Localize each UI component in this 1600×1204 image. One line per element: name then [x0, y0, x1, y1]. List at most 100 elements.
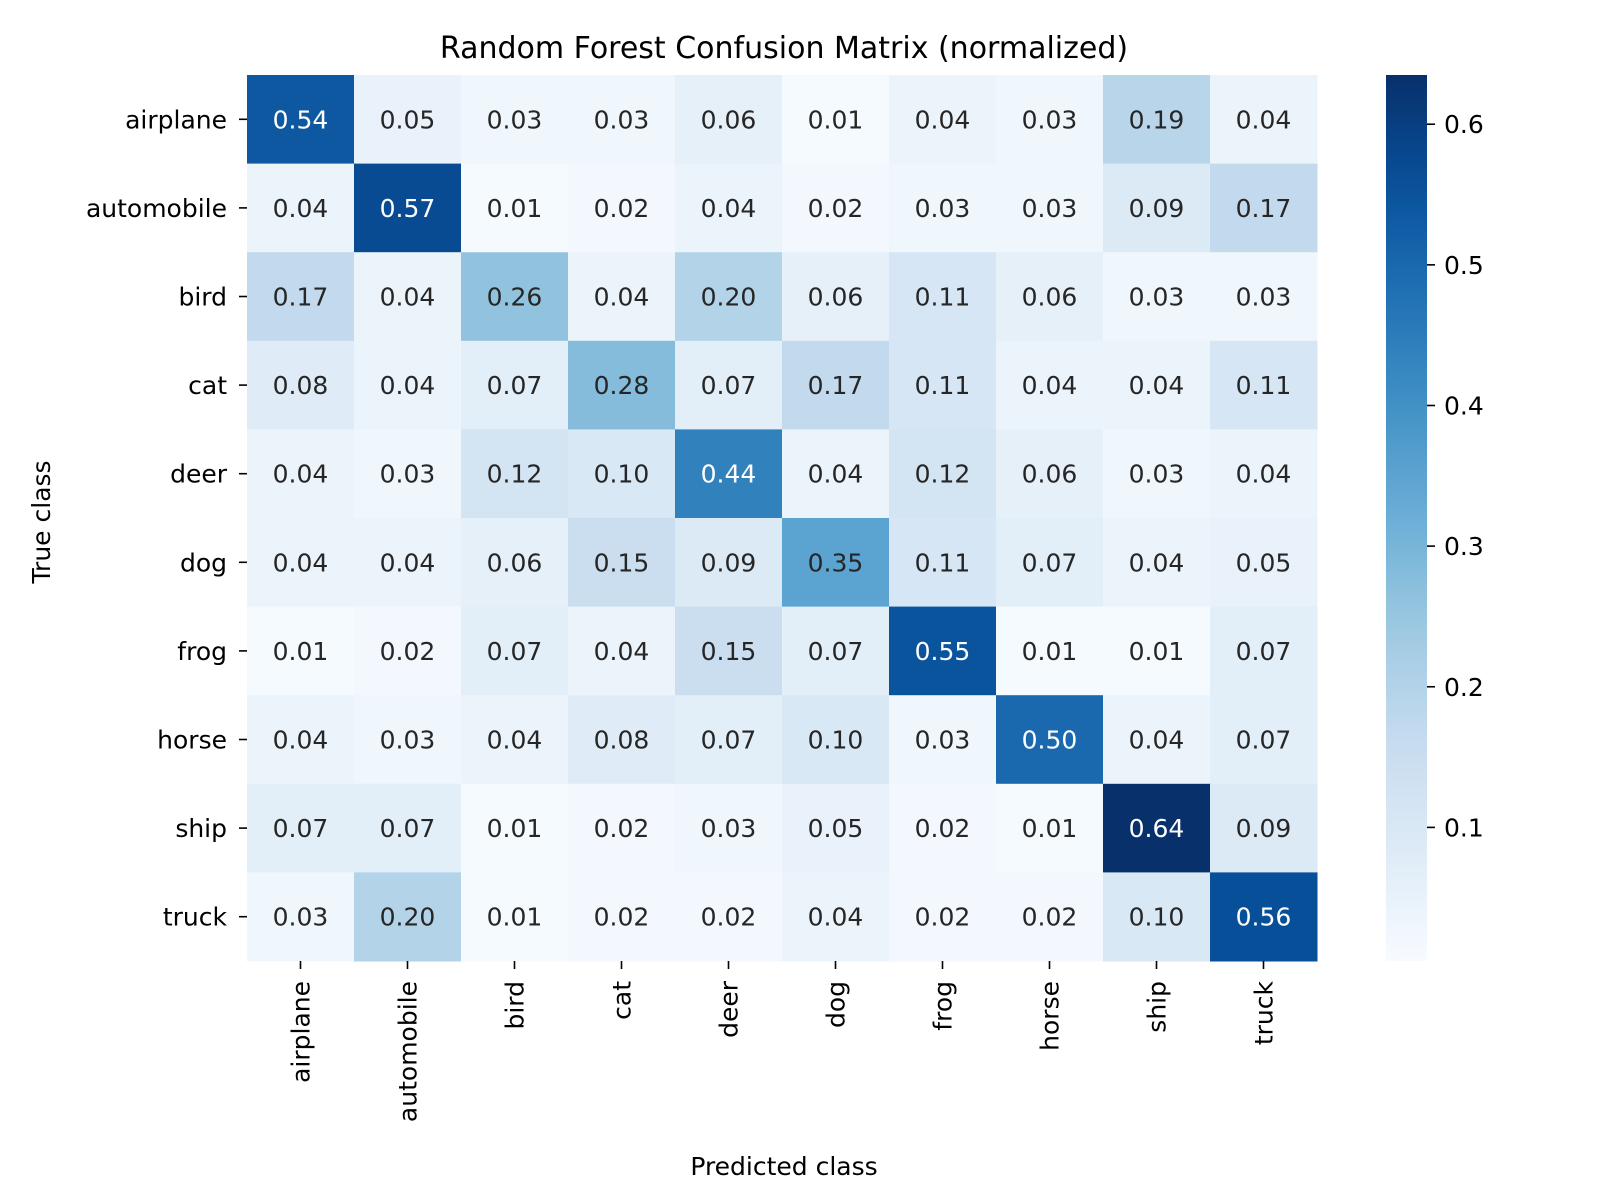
cell-value-label: 0.09 [1236, 814, 1292, 843]
heatmap-cell [782, 429, 890, 519]
cell-value-label: 0.01 [487, 814, 543, 843]
cell-value-label: 0.08 [594, 726, 650, 755]
y-axis-ticks: airplane automobile bird cat deer dog frog hors… [86, 105, 247, 932]
colorbar: 0.1 0.2 0.3 0.4 0.5 0.6 [1386, 75, 1484, 961]
cell-value-label: 0.02 [701, 903, 757, 932]
heatmap-cell [675, 783, 783, 873]
heatmap-cell [675, 252, 783, 342]
heatmap-cell [675, 429, 783, 519]
heatmap-cell [247, 75, 355, 165]
y-tick-label: deer [170, 460, 228, 489]
heatmap-cell [568, 783, 676, 873]
cell-value-label: 0.04 [380, 548, 436, 577]
x-tick-label: automobile [394, 981, 423, 1122]
cell-value-label: 0.10 [1129, 903, 1185, 932]
cell-value-label: 0.10 [594, 460, 650, 489]
heatmap-cell [889, 872, 997, 962]
cell-value-label: 0.03 [915, 194, 971, 223]
heatmap-cell [354, 340, 462, 430]
cell-value-label: 0.01 [273, 637, 329, 666]
heatmap-cell [1210, 695, 1318, 785]
cell-value-label: 0.11 [915, 371, 971, 400]
cell-value-label: 0.02 [915, 903, 971, 932]
cell-value-label: 0.03 [1129, 283, 1185, 312]
y-tick-label: bird [178, 283, 227, 312]
heatmap-cell [461, 252, 569, 342]
heatmap-cell [568, 340, 676, 430]
heatmap-cell [354, 606, 462, 696]
x-tick-label: horse [1036, 981, 1065, 1051]
heatmap-cell [1103, 340, 1211, 430]
cell-value-label: 0.03 [1236, 283, 1292, 312]
heatmap-cell [247, 252, 355, 342]
cell-value-label: 0.02 [594, 194, 650, 223]
heatmap-cell [675, 163, 783, 253]
y-tick-label: dog [180, 548, 227, 577]
heatmap-cell [1210, 75, 1318, 165]
cell-value-label: 0.04 [380, 283, 436, 312]
cell-value-label: 0.02 [915, 814, 971, 843]
cell-value-label: 0.03 [487, 105, 543, 134]
heatmap-cell [889, 518, 997, 608]
heatmap-cell [782, 695, 890, 785]
heatmap-cell [354, 695, 462, 785]
heatmap-cell [1103, 783, 1211, 873]
heatmap-cell [782, 252, 890, 342]
cell-value-label: 0.03 [594, 105, 650, 134]
heatmap-cell [354, 163, 462, 253]
cell-value-label: 0.07 [380, 814, 436, 843]
heatmap-cell [247, 340, 355, 430]
cell-value-label: 0.03 [701, 814, 757, 843]
cell-value-label: 0.07 [487, 371, 543, 400]
heatmap-cell [568, 606, 676, 696]
heatmap-cell [568, 518, 676, 608]
cell-value-label: 0.02 [594, 814, 650, 843]
cell-value-label: 0.20 [701, 283, 757, 312]
heatmap-cell [568, 252, 676, 342]
cell-value-label: 0.07 [1022, 548, 1078, 577]
cell-value-label: 0.01 [1022, 814, 1078, 843]
cell-value-label: 0.11 [1236, 371, 1292, 400]
heatmap-cell-labels: 0.54 0.05 0.03 0.03 0.06 0.01 0.04 0.03 0.19 0.04… [273, 105, 1292, 931]
cell-value-label: 0.03 [1022, 194, 1078, 223]
heatmap-cell [568, 163, 676, 253]
heatmap-cell [247, 518, 355, 608]
heatmap-cell [354, 75, 462, 165]
cell-value-label: 0.07 [273, 814, 329, 843]
heatmap-cell [889, 75, 997, 165]
cell-value-label: 0.15 [701, 637, 757, 666]
x-tick-label: ship [1143, 981, 1172, 1033]
colorbar-gradient [1386, 75, 1427, 961]
cell-value-label: 0.07 [808, 637, 864, 666]
heatmap-cell [1210, 340, 1318, 430]
cell-value-label: 0.03 [1129, 460, 1185, 489]
heatmap-cell [996, 783, 1104, 873]
cell-value-label: 0.09 [701, 548, 757, 577]
cell-value-label: 0.04 [594, 283, 650, 312]
colorbar-tick-label: 0.2 [1444, 673, 1484, 702]
y-tick-label: cat [188, 371, 227, 400]
cell-value-label: 0.01 [808, 105, 864, 134]
heatmap-cell [1210, 163, 1318, 253]
heatmap-cell [996, 695, 1104, 785]
cell-value-label: 0.12 [915, 460, 971, 489]
heatmap-cell [247, 163, 355, 253]
x-tick-label: dog [822, 981, 851, 1028]
y-axis-label: True class [27, 460, 56, 584]
colorbar-tick-label: 0.3 [1444, 532, 1484, 561]
y-tick-label: truck [163, 903, 228, 932]
cell-value-label: 0.54 [273, 105, 329, 134]
heatmap-cell [889, 252, 997, 342]
heatmap-cell [782, 518, 890, 608]
cell-value-label: 0.06 [1022, 460, 1078, 489]
cell-value-label: 0.15 [594, 548, 650, 577]
cell-value-label: 0.07 [1236, 726, 1292, 755]
cell-value-label: 0.04 [1129, 726, 1185, 755]
heatmap-cell [1103, 252, 1211, 342]
cell-value-label: 0.05 [380, 105, 436, 134]
cell-value-label: 0.06 [1022, 283, 1078, 312]
cell-value-label: 0.04 [1129, 371, 1185, 400]
y-tick-label: horse [157, 726, 227, 755]
x-tick-label: frog [929, 981, 958, 1031]
